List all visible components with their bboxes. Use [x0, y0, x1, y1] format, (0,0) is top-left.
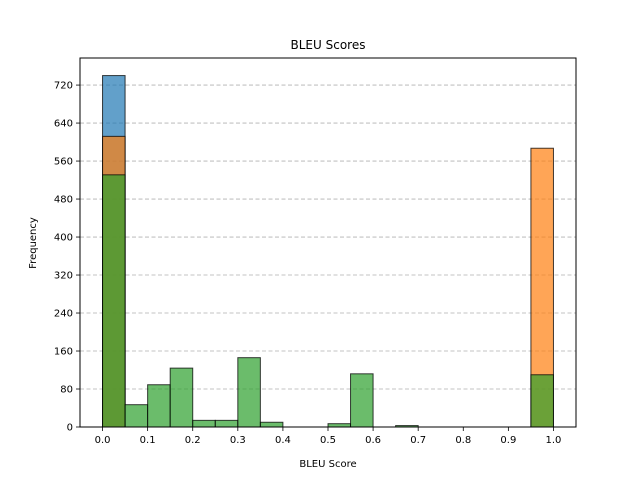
- histogram-bar-series-2: [259, 421, 284, 428]
- x-axis-ticks: 0.0 0.1 0.2 0.3 0.4 0.5 0.6 0.7 0.8 0.9 1.0: [95, 427, 562, 446]
- y-tick-label: 80: [60, 385, 73, 396]
- histogram-bar-series-2: [214, 419, 239, 428]
- y-tick-label: 560: [54, 157, 73, 168]
- y-tick-label: 0: [67, 423, 73, 434]
- x-tick-label: 0.1: [140, 435, 156, 446]
- histogram-bar-series-2: [192, 419, 216, 428]
- x-tick-label: 0.6: [365, 435, 381, 446]
- x-tick-label: 0.4: [275, 435, 291, 446]
- bars: [102, 75, 554, 428]
- x-tick-label: 0.5: [320, 435, 336, 446]
- y-tick-label: 480: [54, 195, 73, 206]
- y-tick-label: 320: [54, 271, 73, 282]
- y-tick-label: 240: [54, 309, 73, 320]
- histogram-bar-series-2: [237, 357, 261, 428]
- histogram-bar-series-2: [102, 174, 126, 428]
- x-tick-label: 1.0: [546, 435, 562, 446]
- histogram-bar-series-2: [169, 367, 194, 428]
- chart-title: BLEU Scores: [291, 38, 366, 52]
- x-tick-label: 0.3: [230, 435, 246, 446]
- x-tick-label: 0.0: [95, 435, 111, 446]
- y-tick-label: 160: [54, 347, 73, 358]
- histogram-bar-series-2: [530, 374, 554, 428]
- x-tick-label: 0.7: [410, 435, 426, 446]
- grid: [80, 84, 576, 390]
- y-axis-ticks: 0 80 160 240 320 400 480 560 640 720: [54, 81, 80, 434]
- x-axis-label: BLEU Score: [299, 459, 356, 470]
- y-tick-label: 720: [54, 81, 73, 92]
- histogram-bar-series-2: [350, 373, 374, 428]
- y-axis-label: Frequency: [28, 217, 39, 269]
- histogram-bar-series-2: [147, 384, 171, 428]
- x-tick-label: 0.8: [455, 435, 471, 446]
- x-tick-label: 0.2: [185, 435, 201, 446]
- histogram-bar-series-2: [124, 404, 149, 428]
- y-tick-label: 400: [54, 233, 73, 244]
- x-tick-label: 0.9: [500, 435, 516, 446]
- y-tick-label: 640: [54, 119, 73, 130]
